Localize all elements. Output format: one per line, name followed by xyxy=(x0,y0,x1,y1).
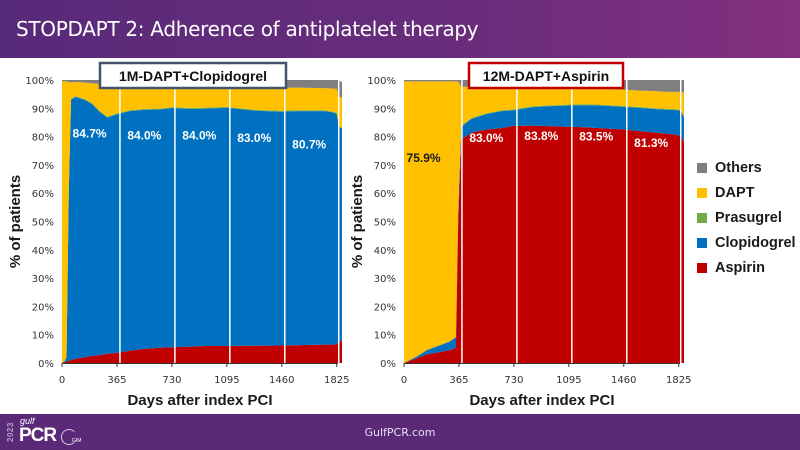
slide-title: STOPDAPT 2: Adherence of antiplatelet th… xyxy=(16,17,479,41)
left-ytick-label: 0% xyxy=(38,359,54,370)
footer-url: GulfPCR.com xyxy=(364,426,436,439)
legend-item-aspirin: Aspirin xyxy=(697,255,796,280)
gulfpcr-logo: 2023 gulf PCR GIM xyxy=(6,416,86,447)
right-ytick-label: 90% xyxy=(374,104,396,115)
legend-swatch-prasugrel xyxy=(697,212,707,223)
right-area-dapt xyxy=(404,81,684,364)
right-x-axis-label: Days after index PCI xyxy=(469,392,614,409)
left-xtick-label: 0 xyxy=(59,375,65,386)
right-y-axis-label: % of patients xyxy=(349,175,366,268)
right-ytick-label: 100% xyxy=(367,76,396,87)
left-ytick-label: 10% xyxy=(32,331,54,342)
right-xtick-label: 0 xyxy=(401,375,407,386)
right-chart-title-box xyxy=(467,61,625,90)
left-ytick-label: 100% xyxy=(25,76,54,87)
legend-swatch-aspirin xyxy=(697,262,707,273)
left-ytick-label: 60% xyxy=(32,189,54,200)
left-data-label: 83.0% xyxy=(237,131,271,145)
slide-footer: 2023 gulf PCR GIM GulfPCR.com xyxy=(0,414,800,450)
right-ytick-label: 20% xyxy=(374,302,396,313)
right-ytick-label: 70% xyxy=(374,161,396,172)
right-xtick-label: 1095 xyxy=(556,375,581,386)
left-area-aspirin xyxy=(62,340,342,363)
legend-swatch-dapt xyxy=(697,187,707,198)
right-ytick-label: 50% xyxy=(374,218,396,229)
right-xtick-label: 1825 xyxy=(666,375,691,386)
left-y-axis-label: % of patients xyxy=(7,175,24,268)
legend-label-clopidogrel: Clopidogrel xyxy=(715,234,796,251)
gim-logo-icon xyxy=(61,429,77,445)
left-area-dapt xyxy=(62,81,342,364)
left-ytick-label: 70% xyxy=(32,161,54,172)
left-data-label: 84.0% xyxy=(127,128,161,142)
right-data-label: 81.3% xyxy=(634,136,668,150)
legend-label-prasugrel: Prasugrel xyxy=(715,209,782,226)
right-data-label: 83.8% xyxy=(524,129,558,143)
right-data-label: 83.0% xyxy=(469,131,503,145)
right-xtick-label: 730 xyxy=(504,375,523,386)
legend-label-others: Others xyxy=(715,159,762,176)
left-data-label: 80.7% xyxy=(292,138,326,152)
right-ytick-label: 10% xyxy=(374,331,396,342)
left-ytick-label: 20% xyxy=(32,302,54,313)
legend-swatch-others xyxy=(697,162,707,173)
left-x-axis-label: Days after index PCI xyxy=(127,392,272,409)
legend: Others DAPT Prasugrel Clopidogrel Aspiri… xyxy=(697,155,796,280)
right-area-clopidogrel xyxy=(404,105,684,363)
left-chart-title: 1M-DAPT+Clopidogrel xyxy=(119,68,267,84)
left-area-clopidogrel xyxy=(62,97,342,363)
left-ytick-label: 50% xyxy=(32,218,54,229)
left-ytick-label: 30% xyxy=(32,274,54,285)
right-xtick-label: 365 xyxy=(449,375,468,386)
right-ytick-label: 40% xyxy=(374,246,396,257)
charts-canvas: 0% 10% 20% 30% 40% 50% 60% 70% 80% 90% 100% 0 365 730… xyxy=(7,61,691,409)
right-data-label: 75.9% xyxy=(407,151,441,165)
right-chart-title: 12M-DAPT+Aspirin xyxy=(483,68,609,84)
left-xtick-label: 1825 xyxy=(324,375,349,386)
legend-item-others: Others xyxy=(697,155,796,180)
left-ytick-label: 40% xyxy=(32,246,54,257)
right-xtick-label: 1460 xyxy=(611,375,636,386)
right-data-label: 83.5% xyxy=(579,130,613,144)
legend-label-aspirin: Aspirin xyxy=(715,259,765,276)
logo-gim-text: GIM xyxy=(72,438,82,444)
left-xtick-label: 1095 xyxy=(214,375,239,386)
right-area-aspirin xyxy=(404,125,684,363)
right-ytick-label: 30% xyxy=(374,274,396,285)
left-xtick-label: 365 xyxy=(107,375,126,386)
legend-item-dapt: DAPT xyxy=(697,180,796,205)
legend-label-dapt: DAPT xyxy=(715,184,755,201)
left-ytick-label: 90% xyxy=(32,104,54,115)
left-xtick-label: 730 xyxy=(162,375,181,386)
left-xtick-label: 1460 xyxy=(269,375,294,386)
left-data-label: 84.0% xyxy=(182,128,216,142)
right-ytick-label: 80% xyxy=(374,133,396,144)
legend-swatch-clopidogrel xyxy=(697,237,707,248)
right-ytick-label: 60% xyxy=(374,189,396,200)
logo-gulf-text: gulf xyxy=(20,416,35,426)
right-ytick-label: 0% xyxy=(380,359,396,370)
left-data-label: 84.7% xyxy=(73,126,107,140)
legend-item-clopidogrel: Clopidogrel xyxy=(697,230,796,255)
legend-item-prasugrel: Prasugrel xyxy=(697,205,796,230)
left-chart-title-box xyxy=(98,61,288,90)
slide-header: STOPDAPT 2: Adherence of antiplatelet th… xyxy=(0,0,800,58)
logo-pcr-text: PCR xyxy=(19,425,57,446)
left-ytick-label: 80% xyxy=(32,133,54,144)
